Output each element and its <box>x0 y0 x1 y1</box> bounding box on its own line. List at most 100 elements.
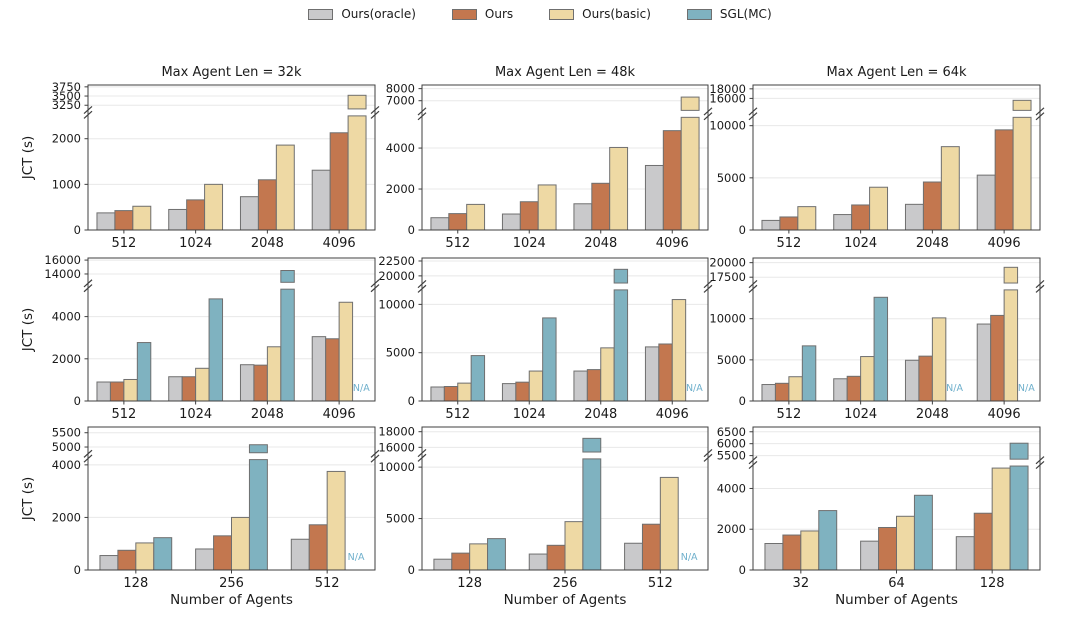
bar-Ours <box>515 381 530 402</box>
bar-Ours(oracle) <box>860 540 880 571</box>
y-tick-label: 16000 <box>378 440 415 454</box>
plot-frame <box>421 257 709 402</box>
bar-Ours(basic) <box>195 367 210 402</box>
bar-Ours(basic) <box>609 146 629 231</box>
axis-break-mark <box>83 279 93 288</box>
y-tick-label: 2000 <box>717 522 746 536</box>
y-axis-label: JCT (s) <box>20 308 36 353</box>
bar-Ours(oracle) <box>501 213 521 231</box>
y-tick-label: 6500 <box>717 425 746 439</box>
y-tick-label: 6000 <box>717 437 746 451</box>
bar-Ours <box>213 535 232 571</box>
y-tick-label: 2000 <box>52 352 81 366</box>
bar-SGL(MC)-upper <box>280 270 295 283</box>
axis-break-mark <box>370 454 380 463</box>
bar-Ours <box>662 130 682 231</box>
bar-Ours(oracle) <box>833 214 853 231</box>
y-tick-label: 8000 <box>386 82 415 96</box>
x-tick-label: 2048 <box>916 407 949 422</box>
x-tick-label: 4096 <box>988 236 1021 251</box>
bar-Ours <box>779 216 799 231</box>
bar-SGL(MC) <box>248 459 268 571</box>
y-tick-label: 20000 <box>378 269 415 283</box>
y-axis-label: JCT (s) <box>20 477 36 522</box>
bar-Ours <box>973 512 993 571</box>
bar-Ours <box>546 544 566 571</box>
x-tick-label: 4096 <box>656 407 689 422</box>
x-tick-label: 1024 <box>513 407 546 422</box>
y-tick-label: 0 <box>739 563 746 577</box>
y-axis-label: JCT (s) <box>20 136 36 181</box>
bar-Ours(oracle) <box>96 212 116 231</box>
bar-Ours(oracle) <box>644 346 660 402</box>
legend-label-sgl-mc: SGL(MC) <box>719 7 772 21</box>
bar-Ours(basic)-upper <box>1003 266 1019 284</box>
x-tick-label: 512 <box>315 576 340 591</box>
x-tick-label: 64 <box>888 576 905 591</box>
axis-break-mark <box>748 456 758 465</box>
bar-Ours(basic) <box>797 206 817 231</box>
x-tick-label: 512 <box>111 236 136 251</box>
legend-item-ours: Ours <box>451 7 513 21</box>
plot-frame <box>752 84 1041 231</box>
bar-Ours <box>591 182 611 231</box>
bar-Ours(basic) <box>457 382 472 402</box>
bar-Ours(oracle) <box>528 553 548 571</box>
bar-Ours(oracle) <box>168 376 183 402</box>
y-tick-label: 4000 <box>717 481 746 495</box>
x-tick-label: 2048 <box>584 236 617 251</box>
bar-Ours(oracle) <box>430 217 450 231</box>
bar-SGL(MC) <box>613 289 629 402</box>
axis-break-mark <box>83 449 93 458</box>
bar-Ours(basic) <box>132 205 152 231</box>
axis-break-mark <box>1035 284 1045 293</box>
legend-label-ours-oracle: Ours(oracle) <box>341 7 416 21</box>
bar-Ours(basic) <box>466 203 486 231</box>
bar-Ours <box>878 526 897 571</box>
bar-Ours(basic) <box>680 116 700 231</box>
axis-break-mark <box>370 110 380 119</box>
x-tick-label: 1024 <box>513 236 546 251</box>
y-tick-label: 18000 <box>378 425 415 439</box>
bar-SGL(MC)-upper <box>1009 442 1029 460</box>
bar-Ours <box>519 201 539 231</box>
bar-SGL(MC) <box>136 342 152 402</box>
bar-SGL(MC) <box>801 345 817 402</box>
bar-Ours <box>641 523 661 571</box>
y-tick-label: 16000 <box>709 91 746 105</box>
bar-Ours <box>181 376 197 402</box>
y-tick-label: 5000 <box>717 171 746 185</box>
y-tick-label: 0 <box>74 563 81 577</box>
legend-swatch-ours <box>451 8 477 20</box>
bar-SGL(MC)-upper <box>613 268 629 284</box>
legend: Ours(oracle) Ours Ours(basic) SGL(MC) <box>0 7 1080 21</box>
na-label: N/A <box>686 383 703 394</box>
bar-Ours(basic) <box>1012 116 1032 231</box>
bar-Ours <box>851 204 871 231</box>
bar-Ours <box>308 524 328 571</box>
bar-SGL(MC) <box>487 538 506 571</box>
y-tick-label: 22500 <box>378 254 415 268</box>
bar-Ours <box>846 375 862 402</box>
bar-Ours(oracle) <box>501 383 517 402</box>
y-tick-label: 4000 <box>52 310 81 324</box>
y-tick-label: 1000 <box>52 177 81 191</box>
bar-Ours(basic) <box>338 301 354 402</box>
bar-Ours <box>114 210 134 231</box>
legend-item-ours-oracle: Ours(oracle) <box>308 7 416 21</box>
bar-Ours(oracle) <box>99 555 119 571</box>
y-tick-label: 5000 <box>717 353 746 367</box>
y-tick-label: 0 <box>408 394 415 408</box>
axis-break-mark <box>748 460 758 470</box>
y-tick-label: 2000 <box>52 132 81 146</box>
bar-Ours <box>918 355 933 402</box>
legend-swatch-ours-oracle <box>308 8 334 20</box>
axis-break-mark <box>417 449 427 458</box>
bar-Ours(oracle) <box>833 378 848 402</box>
chart-title: Max Agent Len = 32k <box>161 65 302 80</box>
